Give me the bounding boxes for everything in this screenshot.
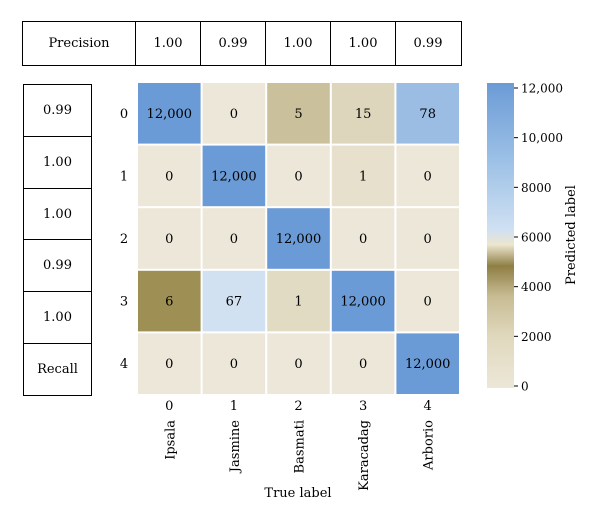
y-tick-0: 0 (120, 107, 128, 122)
cell-label-0-1: 0 (230, 107, 238, 122)
recall-table: 0.99 1.00 1.00 0.99 1.00 Recall (23, 84, 92, 396)
cell-label-2-2: 12,000 (276, 232, 322, 247)
x-tick-3: 3 (359, 399, 367, 414)
x-tick-labels: 0 1 2 3 4 (165, 399, 432, 414)
cell-label-1-4: 0 (424, 169, 432, 184)
cell-label-4-0: 0 (165, 357, 173, 372)
precision-label: Precision (23, 22, 136, 65)
recall-value-2: 1.00 (24, 189, 91, 241)
heatmap-cell-0-1 (202, 83, 266, 144)
recall-value-3: 0.99 (24, 240, 91, 293)
cell-label-0-0: 12,000 (147, 107, 193, 122)
cell-label-1-1: 12,000 (211, 169, 257, 184)
heatmap-cell-3-0 (138, 270, 201, 332)
precision-value-4: 0.99 (413, 36, 443, 51)
colorbar-tick-label-3: 6000 (521, 231, 552, 245)
heatmap-cell-4-3 (331, 333, 395, 394)
heatmap-cell-1-0 (138, 145, 201, 207)
heatmap-cell-3-4 (396, 270, 459, 332)
x-tick-4: 4 (424, 399, 432, 414)
colorbar-label: Predicted label (564, 185, 579, 285)
cell-label-3-2: 1 (294, 295, 302, 310)
recall-value-1: 1.00 (24, 137, 91, 189)
heatmap-cell-2-4 (396, 208, 459, 269)
recall-value-0: 0.99 (24, 85, 91, 137)
heatmap-cell-2-3 (331, 208, 395, 269)
y-tick-3: 3 (120, 295, 128, 310)
cell-label-2-1: 0 (230, 232, 238, 247)
heatmap-cell-0-3 (331, 83, 395, 144)
y-tick-1: 1 (120, 169, 128, 184)
heatmap-cell-3-3 (331, 270, 395, 332)
heatmap-cell-2-2 (267, 208, 330, 269)
y-tick-4: 4 (120, 357, 128, 372)
precision-value-2: 1.00 (266, 22, 331, 65)
heatmap-cell-4-4 (396, 333, 459, 394)
cell-label-3-3: 12,000 (340, 295, 386, 310)
colorbar-tick-label-2: 4000 (521, 280, 552, 294)
y-tick-labels: 0 1 2 3 4 (120, 107, 128, 372)
cell-label-4-4: 12,000 (405, 357, 451, 372)
x-tick-0: 0 (165, 399, 173, 414)
x-category-2: Basmati (293, 420, 308, 473)
cell-label-2-4: 0 (424, 232, 432, 247)
heatmap-cell-4-2 (267, 333, 330, 394)
heatmap-cell-2-0 (138, 208, 201, 269)
heatmap-cell-0-2 (267, 83, 330, 144)
precision-value-1: 0.99 (201, 22, 266, 65)
heatmap-cell-0-0 (138, 83, 201, 144)
colorbar-tick-label-6: 12,000 (521, 82, 563, 96)
colorbar-ticks: 0 2000 4000 6000 8000 10,000 12,000 (514, 82, 563, 394)
x-tick-1: 1 (230, 399, 238, 414)
x-category-1: Jasmine (228, 420, 243, 474)
cell-label-4-2: 0 (294, 357, 302, 372)
cell-label-0-4: 78 (419, 107, 436, 122)
x-category-0: Ipsala (163, 420, 178, 460)
heatmap-cell-1-1 (202, 145, 266, 207)
cell-label-4-3: 0 (359, 357, 367, 372)
cell-label-1-3: 1 (359, 169, 367, 184)
cell-label-1-2: 0 (294, 169, 302, 184)
cell-label-2-3: 0 (359, 232, 367, 247)
heatmap-cell-4-0 (138, 333, 201, 394)
cell-label-3-4: 0 (424, 295, 432, 310)
heatmap-cell-4-1 (202, 333, 266, 394)
colorbar (487, 83, 514, 388)
colorbar-tick-label-5: 10,000 (521, 131, 563, 145)
heatmap-cell-3-1 (202, 270, 266, 332)
cell-label-0-3: 15 (355, 107, 372, 122)
colorbar-tick-label-0: 0 (521, 380, 529, 394)
heatmap-cell-3-2 (267, 270, 330, 332)
cell-label-3-1: 67 (226, 295, 243, 310)
recall-value-4: 1.00 (24, 292, 91, 345)
colorbar-tick-label-1: 2000 (521, 330, 552, 344)
x-category-3: Karacadag (357, 420, 372, 491)
precision-value-3: 1.00 (331, 22, 396, 65)
colorbar-tick-label-4: 8000 (521, 181, 552, 195)
heatmap-cells (138, 83, 459, 394)
recall-label: Recall (37, 362, 78, 378)
heatmap-cell-1-3 (331, 145, 395, 207)
cell-label-0-2: 5 (294, 107, 302, 122)
heatmap-cell-1-2 (267, 145, 330, 207)
heatmap-cell-2-1 (202, 208, 266, 269)
cell-label-4-1: 0 (230, 357, 238, 372)
precision-value-0: 1.00 (136, 22, 201, 65)
y-tick-2: 2 (120, 232, 128, 247)
heatmap-cell-0-4 (396, 83, 459, 144)
x-category-labels: Ipsala Jasmine Basmati Karacadag Arborio (163, 420, 436, 491)
heatmap-cell-labels: 12,000 0 5 15 78 0 12,000 0 1 0 0 0 12,000 0 0 6 67 1 12,0… (147, 107, 451, 372)
x-axis-label: True label (264, 486, 331, 501)
x-category-4: Arborio (422, 420, 437, 471)
cell-label-2-0: 0 (165, 232, 173, 247)
precision-table: Precision 1.00 0.99 1.00 1.00 0.99 (22, 21, 462, 66)
x-tick-2: 2 (294, 399, 302, 414)
cell-label-3-0: 6 (165, 295, 173, 310)
heatmap-cell-1-4 (396, 145, 459, 207)
cell-label-1-0: 0 (165, 169, 173, 184)
